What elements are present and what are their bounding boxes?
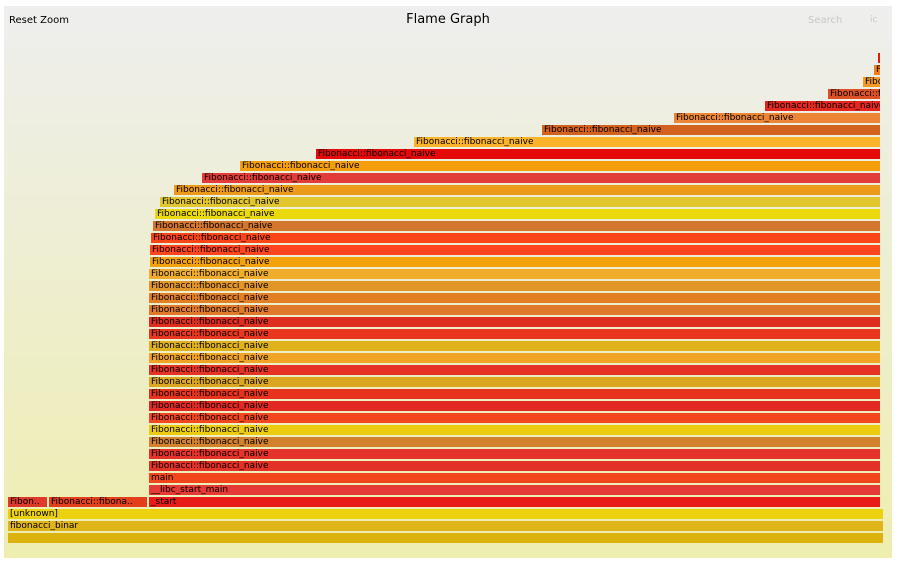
- stack-frame[interactable]: Fibonacci::fibonacci_naive: [149, 413, 880, 423]
- page-title: Flame Graph: [406, 12, 490, 27]
- stack-frame[interactable]: Fibonacci::fibonacci_naive: [149, 341, 880, 351]
- stack-frame[interactable]: Fibonacci::fibonacci_naive: [149, 293, 880, 303]
- stack-frame[interactable]: Fibonacci::fibonacci_naive: [149, 281, 880, 291]
- stack-frame[interactable]: Fibonacci::fibonacci_naive: [160, 197, 880, 207]
- stack-frame[interactable]: Fibonacci::fibonac..: [828, 89, 880, 99]
- stack-frame[interactable]: Fibonacci::fibonacci_naive: [149, 389, 880, 399]
- stack-frame[interactable]: Fibonacci::fibonacci_naive: [149, 305, 880, 315]
- stack-frame[interactable]: Fibonacci::fibona..: [49, 497, 147, 507]
- stack-frame[interactable]: Fibonacci::fibonacci_naive: [174, 185, 880, 195]
- stack-frame[interactable]: Fibonacci::fibonacci_naive: [153, 221, 880, 231]
- stack-frame[interactable]: Fibonacci::fibonacci_naive: [149, 365, 880, 375]
- stack-frame[interactable]: main: [149, 473, 880, 483]
- stack-frame[interactable]: Fibonacci::fibonacci_naive: [149, 329, 880, 339]
- stack-frame[interactable]: Fibonacci::fibonacci_naive: [150, 245, 880, 255]
- stack-frame[interactable]: Fibonacci::fibonacci_naive: [149, 437, 880, 447]
- stack-frame[interactable]: Fibonacci::fibonacci_naive: [316, 149, 880, 159]
- stack-frame[interactable]: Fibonacci::fibonacci_naive: [149, 401, 880, 411]
- stack-frame[interactable]: Fibonacci::fibonacci_naive: [150, 257, 880, 267]
- stack-frame[interactable]: Fibonacci::fibonacci_naive: [414, 137, 880, 147]
- stack-frame[interactable]: Fibonac..: [863, 77, 880, 87]
- search-icon[interactable]: ic: [870, 15, 878, 25]
- stack-frame[interactable]: Fibonacci::fibonacci_naive: [155, 209, 880, 219]
- reset-zoom-button[interactable]: Reset Zoom: [9, 15, 69, 26]
- stack-frame[interactable]: __libc_start_main: [149, 485, 880, 495]
- stack-frame[interactable]: Fibonacci::fibonacci_naive: [240, 161, 880, 171]
- stack-frame[interactable]: Fibonacci::fibonacci_naive: [765, 101, 880, 111]
- stack-frame[interactable]: _start: [149, 497, 880, 507]
- root-frame[interactable]: [8, 533, 883, 543]
- stack-frame[interactable]: Fibonacci::fibonacci_naive: [151, 233, 880, 243]
- stack-frame[interactable]: Fibonacci::fibonacci_naive: [542, 125, 880, 135]
- stack-frame[interactable]: Fibonacci::fibonacci_naive: [149, 461, 880, 471]
- search-button[interactable]: Search: [808, 15, 843, 26]
- stack-frame[interactable]: Fibonacci::fibonacci_naive: [149, 269, 880, 279]
- flame-graph-canvas: Reset Zoom Flame Graph Search ic fibonac…: [4, 6, 892, 558]
- stack-frame[interactable]: Fibonacci::fibonacci_naive: [149, 449, 880, 459]
- stack-frame[interactable]: Fibonacci::fibonacci_naive: [149, 377, 880, 387]
- stack-frame[interactable]: Fibon..: [8, 497, 47, 507]
- stack-frame[interactable]: F..: [874, 65, 880, 75]
- stack-frame[interactable]: Fibonacci::fibonacci_naive: [149, 425, 880, 435]
- stack-frame[interactable]: [878, 53, 880, 63]
- flame-frames: fibonacci_binar [unknown] Fibon.. Fibonacci…: [4, 6, 892, 558]
- stack-frame[interactable]: Fibonacci::fibonacci_naive: [202, 173, 880, 183]
- stack-frame[interactable]: [unknown]: [8, 509, 883, 519]
- stack-frame[interactable]: Fibonacci::fibonacci_naive: [674, 113, 880, 123]
- stack-frame[interactable]: Fibonacci::fibonacci_naive: [149, 317, 880, 327]
- stack-frame[interactable]: Fibonacci::fibonacci_naive: [149, 353, 880, 363]
- stack-frame[interactable]: fibonacci_binar: [8, 521, 883, 531]
